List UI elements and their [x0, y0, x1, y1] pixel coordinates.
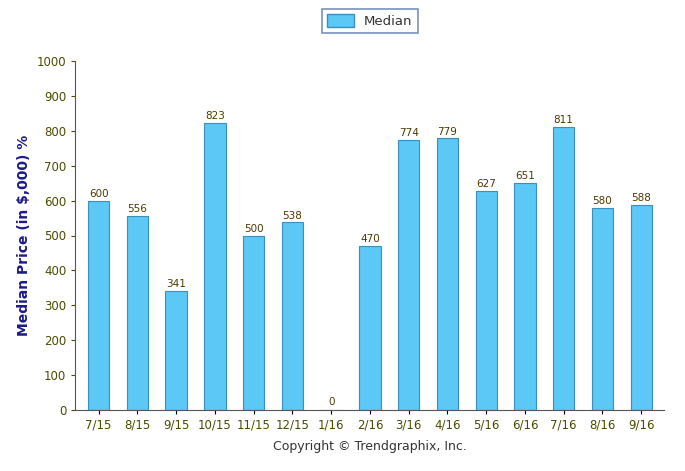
Y-axis label: Median Price (in $,000) %: Median Price (in $,000) %	[17, 135, 31, 336]
Text: 538: 538	[282, 211, 302, 220]
Bar	[282, 222, 303, 410]
Bar	[166, 291, 187, 410]
X-axis label: Copyright © Trendgraphix, Inc.: Copyright © Trendgraphix, Inc.	[273, 440, 467, 453]
Bar	[243, 236, 264, 410]
Bar	[592, 208, 613, 410]
Text: 470: 470	[360, 234, 379, 244]
Text: 779: 779	[438, 127, 458, 137]
Text: 0: 0	[328, 397, 334, 407]
Bar	[359, 246, 381, 410]
Text: 341: 341	[166, 279, 186, 289]
Text: 600: 600	[89, 189, 108, 199]
Text: 811: 811	[553, 115, 573, 125]
Bar	[437, 138, 458, 410]
Bar	[204, 123, 225, 410]
Text: 580: 580	[593, 196, 612, 206]
Text: 627: 627	[476, 179, 496, 189]
Text: 823: 823	[205, 111, 225, 121]
Bar	[127, 216, 148, 410]
Bar	[514, 183, 536, 410]
Bar	[630, 205, 652, 410]
Text: 556: 556	[127, 204, 147, 214]
Text: 500: 500	[244, 224, 264, 234]
Bar	[553, 127, 574, 410]
Bar	[88, 201, 110, 410]
Text: 588: 588	[632, 193, 651, 203]
Text: 651: 651	[515, 171, 535, 181]
Bar	[398, 140, 419, 410]
Legend: Median: Median	[322, 8, 418, 33]
Text: 774: 774	[399, 128, 419, 138]
Bar	[475, 191, 497, 410]
